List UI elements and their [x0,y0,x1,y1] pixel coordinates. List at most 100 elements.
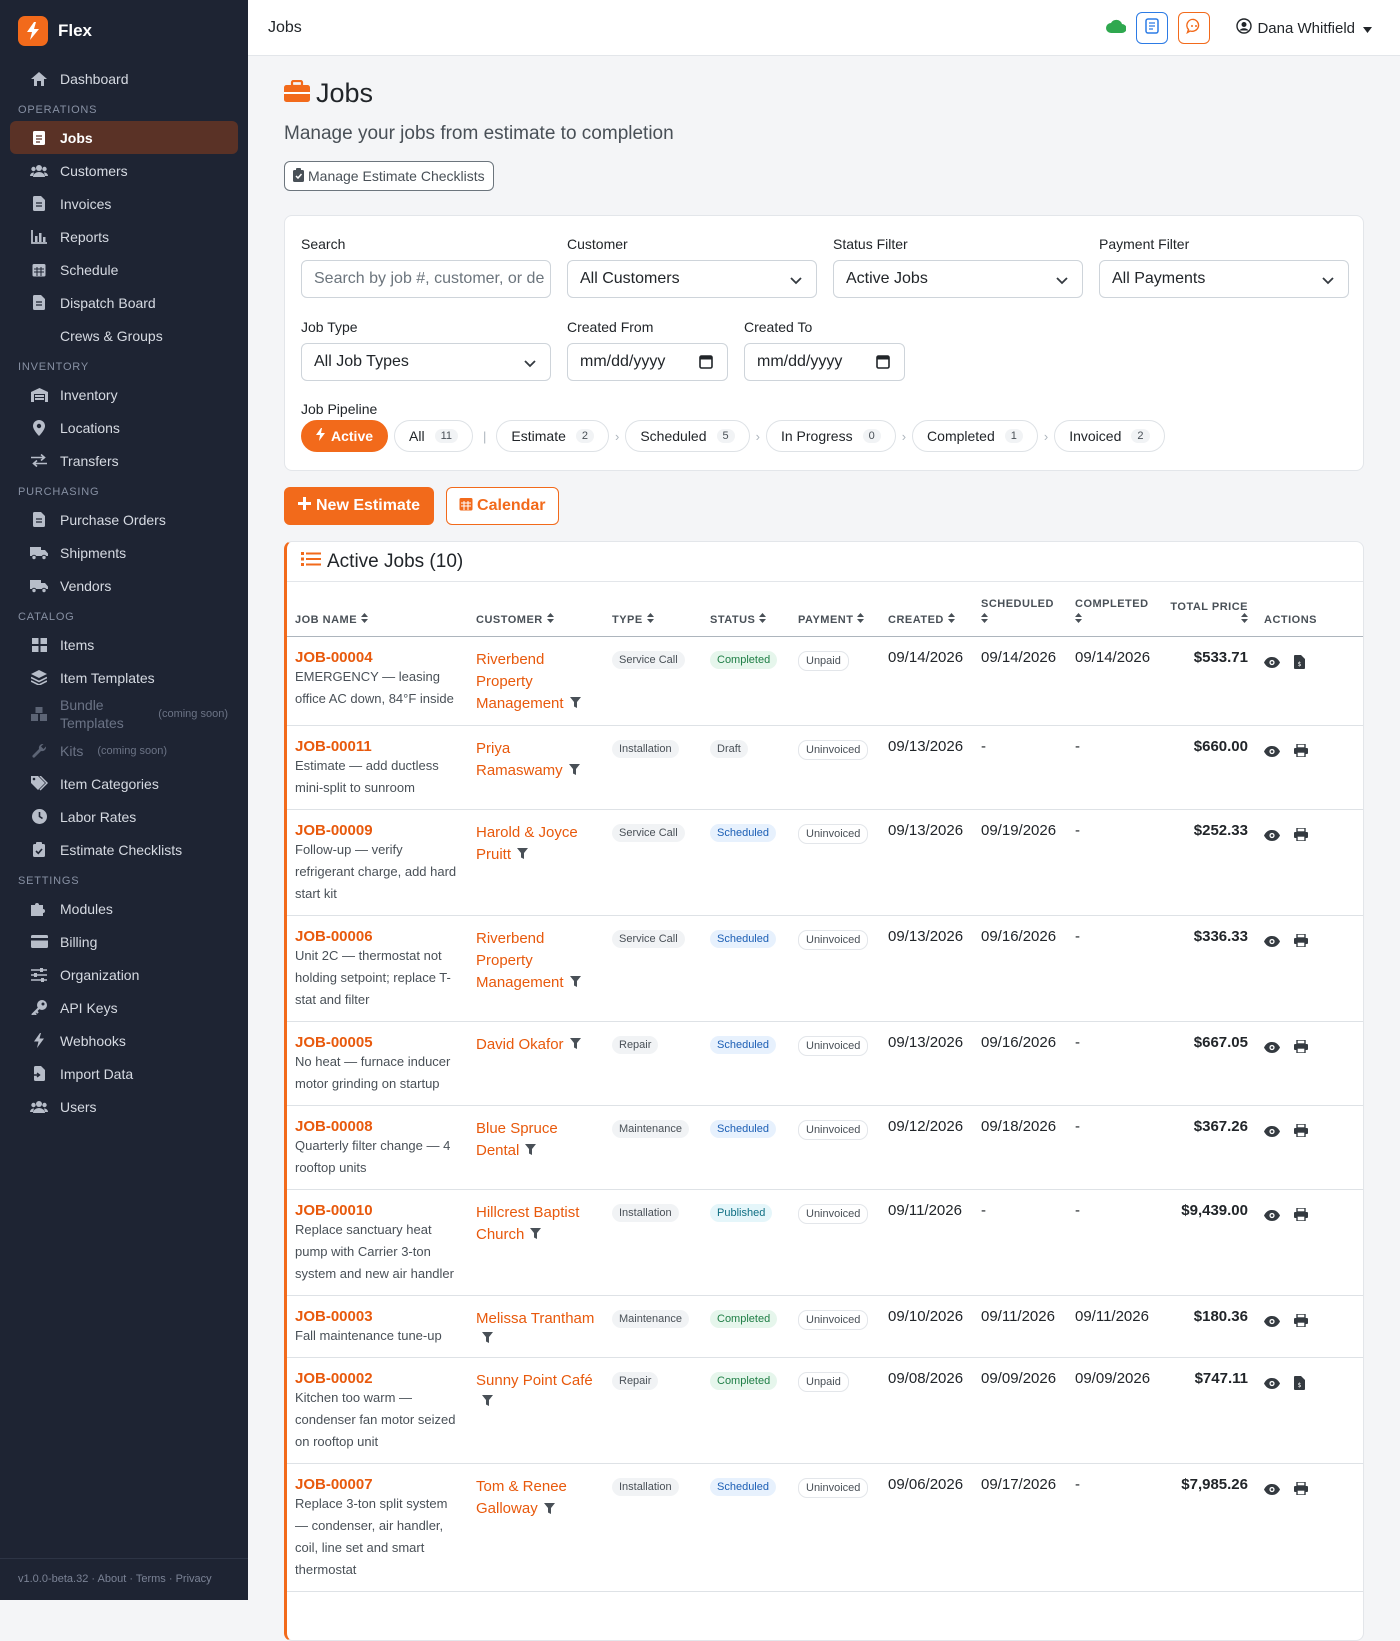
pipeline-estimate[interactable]: Estimate 2 [496,420,609,452]
payment-filter-select[interactable]: All Payments [1099,260,1349,298]
sort-icon[interactable] [546,612,554,626]
brand[interactable]: Flex [0,0,248,62]
table-row[interactable]: JOB-00011 Estimate — add ductless mini-sp… [287,725,1363,810]
print-icon[interactable] [1294,1038,1308,1057]
sidebar-item-billing[interactable]: Billing [10,925,238,958]
sidebar-item-item-templates[interactable]: Item Templates [10,661,238,694]
customer-link[interactable]: Riverbend Property Management [476,650,564,712]
eye-icon[interactable] [1264,1208,1280,1225]
job-id-link[interactable]: JOB-00004 [295,648,373,666]
sidebar-item-vendors[interactable]: Vendors [10,569,238,602]
sidebar-item-jobs[interactable]: Jobs [10,121,238,154]
print-icon[interactable] [1294,1312,1308,1331]
filter-icon[interactable] [569,1036,581,1053]
customer-select[interactable]: All Customers [567,260,817,298]
terms-link[interactable]: Terms [135,1573,166,1585]
invoice-icon[interactable]: $ [1294,654,1305,673]
pipeline-all[interactable]: All 11 [394,420,474,452]
filter-icon[interactable] [525,1142,537,1159]
sort-icon[interactable] [981,612,1059,626]
search-input[interactable]: Search by job #, customer, or de [301,260,551,298]
calendar-icon[interactable] [876,354,890,374]
pipeline-invoiced[interactable]: Invoiced 2 [1054,420,1165,452]
sidebar-item-organization[interactable]: Organization [10,958,238,991]
print-icon[interactable] [1294,1206,1308,1225]
print-icon[interactable] [1294,1122,1308,1141]
job-type-select[interactable]: All Job Types [301,343,551,381]
column-header-created[interactable]: CREATED [880,582,973,637]
sidebar-item-reports[interactable]: Reports [10,220,238,253]
table-row[interactable]: JOB-00003 Fall maintenance tune-up Melissa… [287,1295,1363,1359]
column-header-payment[interactable]: PAYMENT [790,582,880,637]
job-id-link[interactable]: JOB-00007 [295,1476,373,1494]
sort-icon[interactable] [947,612,955,626]
print-icon[interactable] [1294,1481,1308,1499]
column-header-scheduled[interactable]: SCHEDULED [973,582,1067,637]
sort-icon[interactable] [646,612,654,626]
table-row[interactable]: JOB-00005 No heat — furnace inducer motor… [287,1021,1363,1106]
table-row[interactable]: JOB-00006 Unit 2C — thermostat not holdin… [287,915,1363,1022]
filter-icon[interactable] [569,974,581,991]
sort-icon[interactable] [759,612,767,626]
customer-link[interactable]: Blue Spruce Dental [476,1119,558,1159]
table-row[interactable]: JOB-00008 Quarterly filter change — 4 roo… [287,1105,1363,1190]
job-id-link[interactable]: JOB-00009 [295,821,373,839]
created-to-input[interactable]: mm/dd/yyyy [744,343,905,381]
job-id-link[interactable]: JOB-00006 [295,927,373,945]
eye-icon[interactable] [1264,828,1280,845]
eye-icon[interactable] [1264,1376,1280,1394]
customer-link[interactable]: Sunny Point Café [476,1372,593,1390]
filter-icon[interactable] [482,1393,493,1410]
pipeline-scheduled[interactable]: Scheduled 5 [625,420,750,452]
user-menu[interactable]: Dana Whitfield [1236,18,1372,38]
sidebar-item-api-keys[interactable]: API Keys [10,991,238,1024]
pipeline-active[interactable]: Active [301,420,389,452]
sidebar-item-dashboard[interactable]: Dashboard [10,62,238,95]
eye-icon[interactable] [1264,1314,1280,1331]
column-header-customer[interactable]: CUSTOMER [468,582,604,637]
table-row[interactable]: JOB-00002 Kitchen too warm — condenser fa… [287,1357,1363,1465]
sidebar-item-dispatch-board[interactable]: Dispatch Board [10,286,238,319]
sidebar-item-labor-rates[interactable]: Labor Rates [10,800,238,833]
sidebar-item-invoices[interactable]: Invoices [10,187,238,220]
print-icon[interactable] [1294,826,1308,845]
sort-icon[interactable] [1241,612,1248,626]
filter-icon[interactable] [530,1226,542,1243]
sidebar-item-item-categories[interactable]: Item Categories [10,767,238,800]
job-id-link[interactable]: JOB-00005 [295,1033,373,1051]
sidebar-item-modules[interactable]: Modules [10,892,238,925]
filter-icon[interactable] [569,695,581,712]
eye-icon[interactable] [1264,1124,1280,1141]
customer-link[interactable]: Harold & Joyce Pruitt [476,823,578,863]
status-filter-select[interactable]: Active Jobs [833,260,1083,298]
eye-icon[interactable] [1264,1482,1280,1499]
notes-button[interactable] [1136,12,1169,44]
filter-icon[interactable] [517,846,529,863]
column-header-total-price[interactable]: TOTAL PRICE [1162,582,1256,637]
created-from-input[interactable]: mm/dd/yyyy [567,343,728,381]
sidebar-item-items[interactable]: Items [10,628,238,661]
print-icon[interactable] [1294,742,1308,761]
filter-icon[interactable] [543,1501,555,1518]
customer-link[interactable]: Riverbend Property Management [476,929,564,991]
column-header-status[interactable]: STATUS [702,582,790,637]
sidebar-item-locations[interactable]: Locations [10,411,238,444]
customer-link[interactable]: Priya Ramaswamy [476,739,563,779]
privacy-link[interactable]: Privacy [175,1573,212,1585]
job-id-link[interactable]: JOB-00008 [295,1117,373,1135]
job-id-link[interactable]: JOB-00011 [295,737,372,755]
column-header-type[interactable]: TYPE [604,582,702,637]
sidebar-item-shipments[interactable]: Shipments [10,536,238,569]
pipeline-in-progress[interactable]: In Progress 0 [765,420,896,452]
customer-link[interactable]: Hillcrest Baptist Church [476,1203,580,1243]
job-id-link[interactable]: JOB-00010 [295,1201,373,1219]
calendar-icon[interactable] [699,354,713,374]
eye-icon[interactable] [1264,744,1280,761]
column-header-completed[interactable]: COMPLETED [1067,582,1162,637]
sidebar-item-customers[interactable]: Customers [10,154,238,187]
pipeline-completed[interactable]: Completed 1 [912,420,1038,452]
table-row[interactable]: JOB-00009 Follow-up — verify refrigerant … [287,809,1363,916]
eye-icon[interactable] [1264,1040,1280,1057]
table-row[interactable]: JOB-00007 Replace 3-ton split system — co… [287,1463,1363,1593]
eye-icon[interactable] [1264,655,1280,673]
